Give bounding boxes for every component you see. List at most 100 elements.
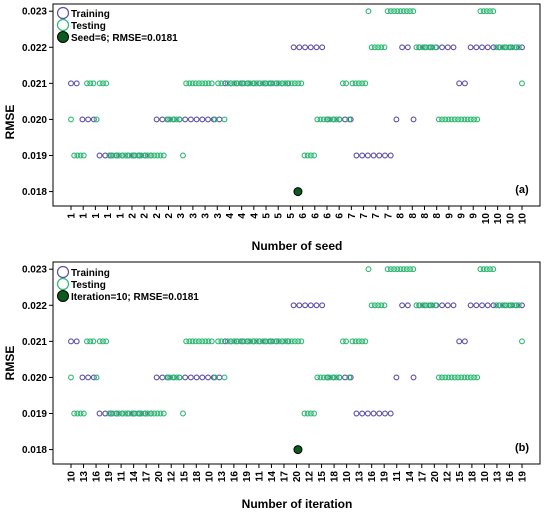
testing-point bbox=[74, 152, 81, 159]
testing-point bbox=[247, 80, 254, 87]
testing-point bbox=[253, 80, 260, 87]
testing-point bbox=[237, 338, 244, 345]
testing-point bbox=[192, 80, 199, 87]
training-point bbox=[404, 302, 411, 309]
testing-series bbox=[68, 266, 525, 417]
testing-point bbox=[189, 338, 196, 345]
x-tick-label: 16 bbox=[229, 471, 240, 483]
x-tick-label: 1 bbox=[79, 213, 90, 219]
testing-point bbox=[327, 374, 334, 381]
testing-point bbox=[154, 410, 161, 417]
testing-point bbox=[384, 266, 391, 273]
y-tick-label: 0.022 bbox=[22, 43, 47, 54]
testing-point bbox=[461, 374, 468, 381]
testing-point bbox=[263, 338, 270, 345]
x-tick-label: 9 bbox=[469, 213, 480, 219]
testing-point bbox=[410, 266, 417, 273]
training-point bbox=[359, 410, 366, 417]
training-point bbox=[102, 410, 109, 417]
testing-point bbox=[493, 302, 500, 309]
testing-point bbox=[432, 44, 439, 51]
testing-point bbox=[499, 44, 506, 51]
training-point bbox=[205, 374, 211, 381]
testing-point bbox=[426, 44, 433, 51]
training-point bbox=[353, 410, 360, 417]
training-point bbox=[439, 302, 446, 309]
x-tick-label: 9 bbox=[457, 213, 468, 219]
testing-point bbox=[135, 152, 142, 159]
testing-point bbox=[243, 80, 250, 87]
testing-point bbox=[154, 152, 161, 159]
testing-point bbox=[80, 152, 87, 159]
testing-point bbox=[269, 80, 276, 87]
testing-point bbox=[359, 338, 366, 345]
testing-point bbox=[381, 44, 388, 51]
testing-point bbox=[208, 338, 215, 345]
x-tick-label: 14 bbox=[405, 471, 416, 483]
testing-point bbox=[448, 374, 455, 381]
legend-best-label: Seed=6; RMSE=0.0181 bbox=[71, 33, 178, 44]
testing-point bbox=[186, 80, 193, 87]
testing-point bbox=[311, 410, 318, 417]
training-point bbox=[85, 116, 92, 123]
training-point bbox=[85, 374, 92, 381]
x-tick-label: 12 bbox=[167, 471, 178, 483]
testing-point bbox=[512, 44, 519, 51]
testing-point bbox=[74, 410, 81, 417]
training-point bbox=[519, 44, 525, 51]
training-point bbox=[79, 374, 86, 381]
training-point bbox=[490, 44, 497, 51]
training-point bbox=[376, 152, 383, 159]
testing-point bbox=[167, 116, 174, 123]
testing-point bbox=[519, 338, 525, 345]
testing-point bbox=[148, 410, 154, 417]
legend: Training Testing Iteration=10; RMSE=0.01… bbox=[56, 265, 199, 303]
y-tick-label: 0.020 bbox=[22, 115, 47, 126]
training-point bbox=[153, 374, 160, 381]
x-tick-label: 5 bbox=[262, 213, 273, 219]
y-tick-label: 0.021 bbox=[22, 337, 47, 348]
plot-area bbox=[52, 3, 541, 207]
training-point bbox=[461, 80, 468, 87]
training-point bbox=[387, 410, 394, 417]
testing-point bbox=[458, 116, 465, 123]
x-axis: 1 1 1 1 1 2 2 2 2 3 3 3 3 4 4 4 5 5 5 6 6 6 6 7 7 7 7 8 8 8 8 9 9 9 10 10 10… bbox=[67, 206, 529, 224]
training-point bbox=[187, 116, 194, 123]
testing-point bbox=[448, 116, 455, 123]
x-tick-label: 1 bbox=[115, 213, 126, 219]
testing-point bbox=[368, 44, 375, 51]
training-point bbox=[467, 44, 474, 51]
x-axis-title: Number of seed bbox=[252, 239, 343, 253]
testing-point bbox=[144, 152, 151, 159]
training-point bbox=[102, 152, 109, 159]
y-tick-label: 0.021 bbox=[22, 79, 47, 90]
y-axis-title: RMSE bbox=[3, 346, 17, 381]
testing-point bbox=[487, 8, 493, 15]
testing-point bbox=[387, 8, 394, 15]
testing-point bbox=[282, 338, 289, 345]
testing-point bbox=[384, 8, 391, 15]
x-tick-label: 3 bbox=[176, 213, 187, 219]
testing-point bbox=[250, 80, 257, 87]
testing-point bbox=[445, 374, 452, 381]
testing-point bbox=[403, 8, 410, 15]
testing-point bbox=[84, 338, 90, 345]
testing-point bbox=[330, 116, 337, 123]
training-point bbox=[302, 302, 309, 309]
testing-point bbox=[464, 116, 471, 123]
x-tick-label: 16 bbox=[92, 471, 103, 483]
best-point bbox=[293, 187, 303, 197]
testing-point bbox=[365, 266, 372, 273]
y-tick-label: 0.023 bbox=[22, 265, 47, 276]
testing-point bbox=[151, 152, 158, 159]
testing-point bbox=[483, 8, 490, 15]
testing-point bbox=[298, 338, 305, 345]
x-axis-title: Number of iteration bbox=[242, 497, 353, 511]
training-point bbox=[484, 44, 491, 51]
testing-point bbox=[109, 152, 116, 159]
x-tick-label: 6 bbox=[322, 213, 333, 219]
testing-point bbox=[160, 410, 167, 417]
training-point bbox=[439, 44, 446, 51]
testing-point bbox=[103, 80, 110, 87]
